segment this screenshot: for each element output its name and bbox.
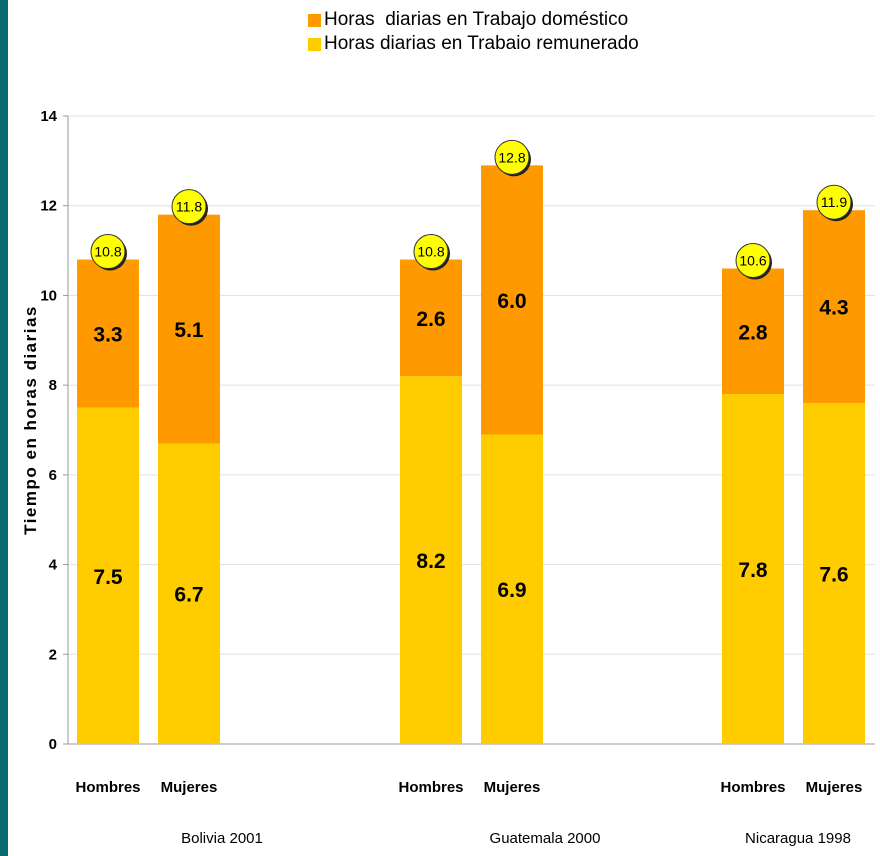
total-label: 11.9 — [821, 194, 847, 210]
left-accent-bar — [0, 0, 8, 856]
data-label-paid: 6.7 — [174, 584, 203, 607]
total-label: 10.6 — [739, 253, 766, 269]
total-badge — [816, 184, 852, 220]
data-label-paid: 7.6 — [819, 564, 848, 587]
x-category-label: Hombres — [398, 779, 463, 796]
bar-segment-domestic — [400, 259, 462, 377]
x-category-label: Mujeres — [484, 779, 541, 796]
x-category-label: Hombres — [720, 779, 785, 796]
data-label-paid: 7.8 — [738, 559, 768, 582]
data-label-paid: 7.5 — [93, 566, 123, 589]
y-tick-label: 12 — [40, 198, 57, 215]
total-badge — [90, 234, 126, 270]
legend-item-domestic: Horas diarias en Trabajo doméstico — [308, 8, 639, 32]
bars — [77, 165, 865, 744]
bar-segment-paid — [400, 376, 462, 744]
x-category-label: Hombres — [75, 779, 140, 796]
bar-segment-paid — [158, 443, 220, 744]
legend-item-paid: Horas diarias en Trabaio remunerado — [308, 32, 639, 56]
total-badge — [735, 243, 771, 279]
bar-segment-paid — [803, 403, 865, 744]
labels: 7.5 3.3 10.8 Hombres 6.7 5.1 11.8 Mujeres Bolivi… — [75, 139, 863, 847]
x-group-label: Bolivia 2001 — [181, 830, 263, 847]
data-label-paid: 6.9 — [497, 579, 526, 602]
data-label-domestic: 2.6 — [416, 308, 445, 331]
total-badge — [494, 139, 530, 175]
x-group-label: Guatemala 2000 — [490, 830, 601, 847]
data-label-domestic: 3.3 — [93, 324, 122, 347]
data-label-paid: 8.2 — [416, 550, 445, 573]
total-label: 11.8 — [176, 199, 202, 215]
legend-swatch-paid — [308, 37, 321, 51]
data-label-domestic: 6.0 — [497, 290, 526, 313]
y-tick-label: 8 — [49, 377, 57, 394]
y-tick-label: 6 — [49, 467, 57, 484]
bar-segment-paid — [722, 394, 784, 744]
y-tick-label: 14 — [40, 108, 57, 125]
total-label: 10.8 — [94, 244, 121, 260]
legend-swatch-domestic — [308, 13, 321, 27]
data-label-domestic: 4.3 — [819, 297, 848, 320]
legend-label-domestic: Horas diarias en Trabajo doméstico — [324, 9, 629, 30]
bar-segment-paid — [481, 434, 543, 744]
y-tick-label: 4 — [49, 557, 58, 574]
y-tick-label: 2 — [49, 646, 57, 663]
bar-segment-domestic — [803, 210, 865, 404]
y-tick-label: 10 — [40, 287, 57, 304]
bar-segment-domestic — [158, 214, 220, 444]
bar-segment-paid — [77, 407, 139, 744]
bar-segment-domestic — [481, 165, 543, 435]
bar-segment-domestic — [722, 268, 784, 395]
y-tick-label: 0 — [49, 736, 57, 753]
bar-segment-domestic — [77, 259, 139, 408]
x-category-label: Mujeres — [161, 779, 218, 796]
y-axis-title: Tiempo en horas diarias — [21, 305, 40, 535]
chart-legend: Horas diarias en Trabajo doméstico Horas… — [308, 8, 639, 56]
data-label-domestic: 5.1 — [174, 319, 204, 342]
legend-label-paid: Horas diarias en Trabaio remunerado — [324, 33, 639, 54]
total-badge — [413, 234, 449, 270]
total-badge — [171, 189, 207, 225]
x-category-label: Mujeres — [806, 779, 863, 796]
total-label: 12.8 — [498, 149, 525, 165]
total-label: 10.8 — [417, 244, 444, 260]
data-label-domestic: 2.8 — [738, 321, 768, 344]
x-group-label: Nicaragua 1998 — [745, 830, 851, 847]
